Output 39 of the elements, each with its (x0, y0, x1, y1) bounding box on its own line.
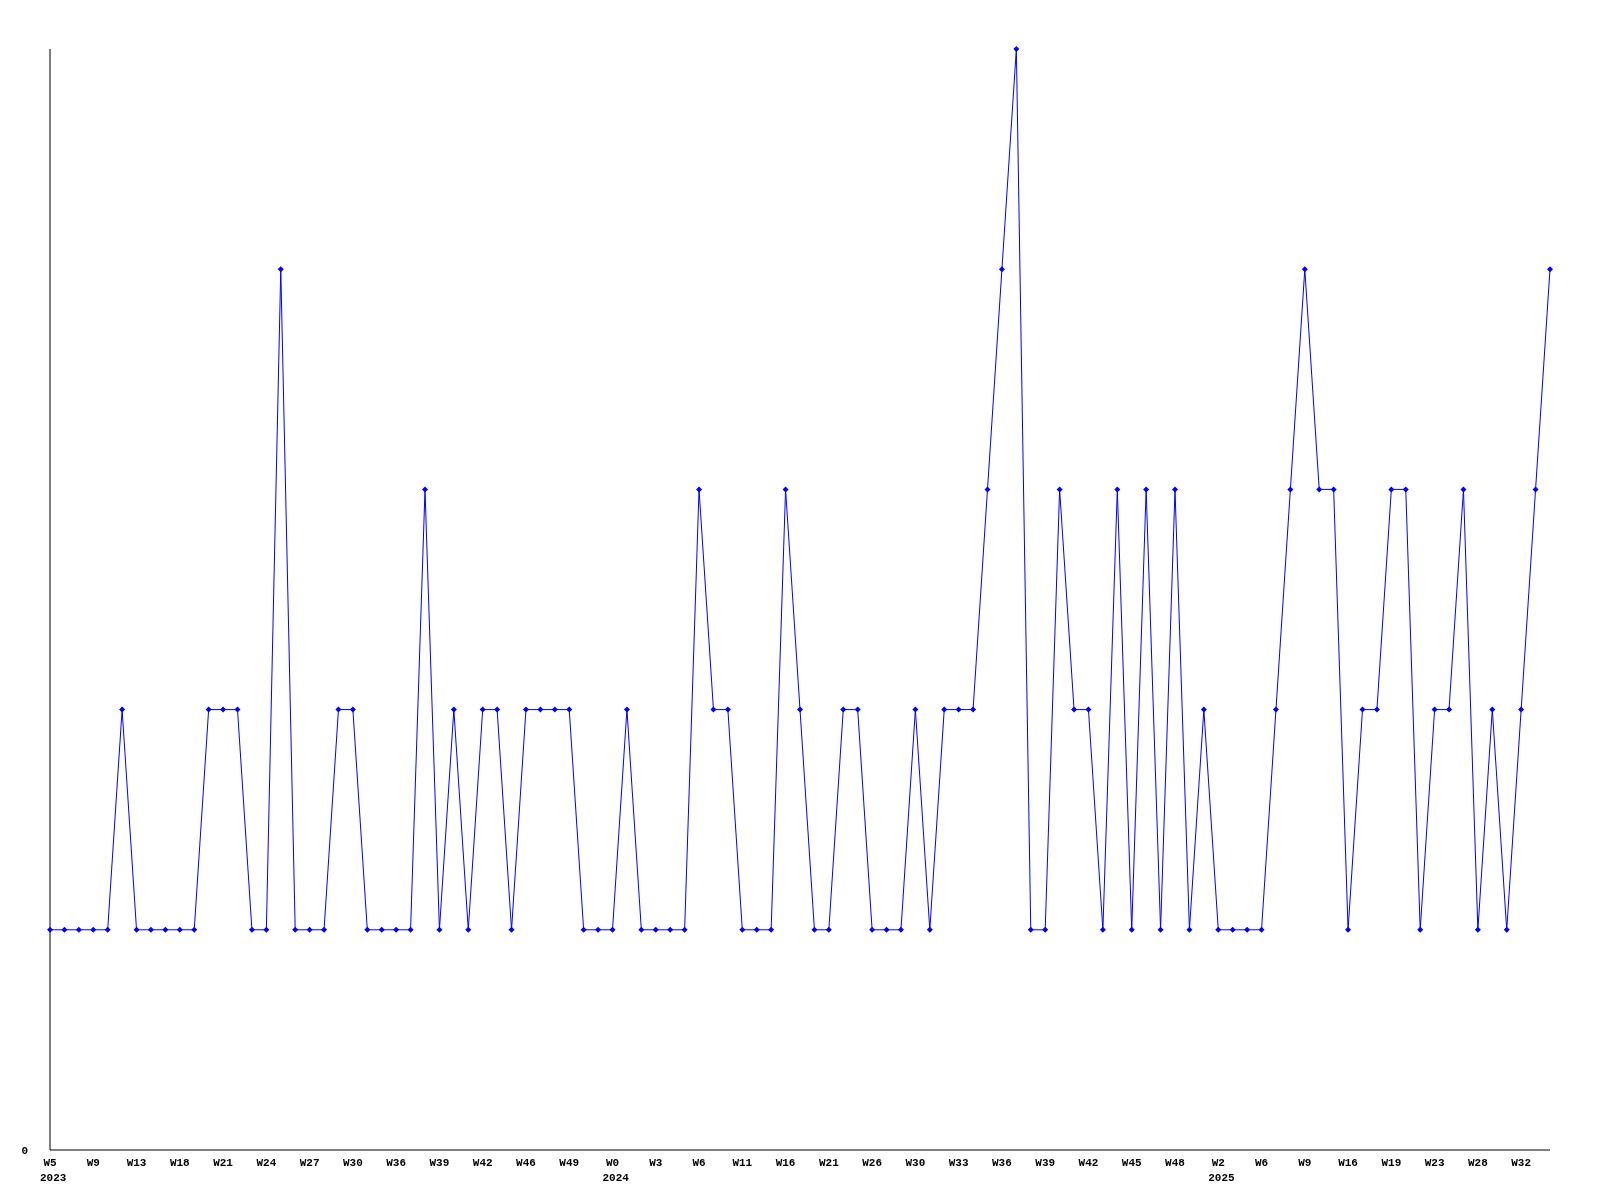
x-tick-label: W6 (1254, 1157, 1269, 1169)
x-tick-label: W0 (605, 1157, 620, 1169)
text: 0 (21, 1145, 28, 1157)
x-tick-label: W39 (1035, 1157, 1056, 1169)
x-tick-label: W18 (169, 1157, 191, 1169)
x-tick-label: W36 (992, 1157, 1012, 1169)
x-tick-label: W13 (126, 1157, 147, 1169)
x-tick-label: W39 (429, 1157, 450, 1169)
x-tick-label: W5 (43, 1157, 57, 1169)
x-tick-label: W21 (213, 1157, 234, 1169)
x-tick-label: W23 (1424, 1157, 1445, 1169)
x-tick-label: W9 (1298, 1157, 1312, 1169)
x-tick-label: W28 (1467, 1157, 1489, 1169)
x-tick-label: W16 (1338, 1157, 1358, 1169)
x-tick-label: W26 (862, 1157, 883, 1169)
x-tick-label: W36 (386, 1157, 407, 1169)
x-tick-label: W33 (948, 1157, 969, 1169)
x-tick-label: W16 (775, 1157, 796, 1169)
x-tick-label: W19 (1381, 1157, 1402, 1169)
x-tick-label: W27 (299, 1157, 320, 1169)
x-tick-label: W45 (1121, 1157, 1143, 1169)
x-tick-label: W48 (1165, 1157, 1186, 1169)
x-tick-label: W42 (472, 1157, 493, 1169)
text: 2023 (40, 1172, 67, 1184)
x-tick-label: W6 (692, 1157, 706, 1169)
text: 2025 (1208, 1172, 1236, 1184)
x-tick-label: W24 (256, 1157, 277, 1169)
x-tick-label: W30 (342, 1157, 363, 1169)
text: 2024 (602, 1172, 630, 1184)
x-tick-label: W46 (516, 1157, 536, 1169)
x-tick-label: W21 (818, 1157, 840, 1169)
x-tick-label: W11 (732, 1157, 753, 1169)
x-tick-label: W3 (649, 1157, 663, 1169)
x-tick-label: W2 (1211, 1157, 1225, 1169)
x-tick-label: W42 (1078, 1157, 1099, 1169)
x-tick-label: W49 (559, 1157, 580, 1169)
x-tick-label: W9 (86, 1157, 100, 1169)
x-tick-label: W32 (1511, 1157, 1532, 1169)
x-tick-label: W30 (905, 1157, 926, 1169)
